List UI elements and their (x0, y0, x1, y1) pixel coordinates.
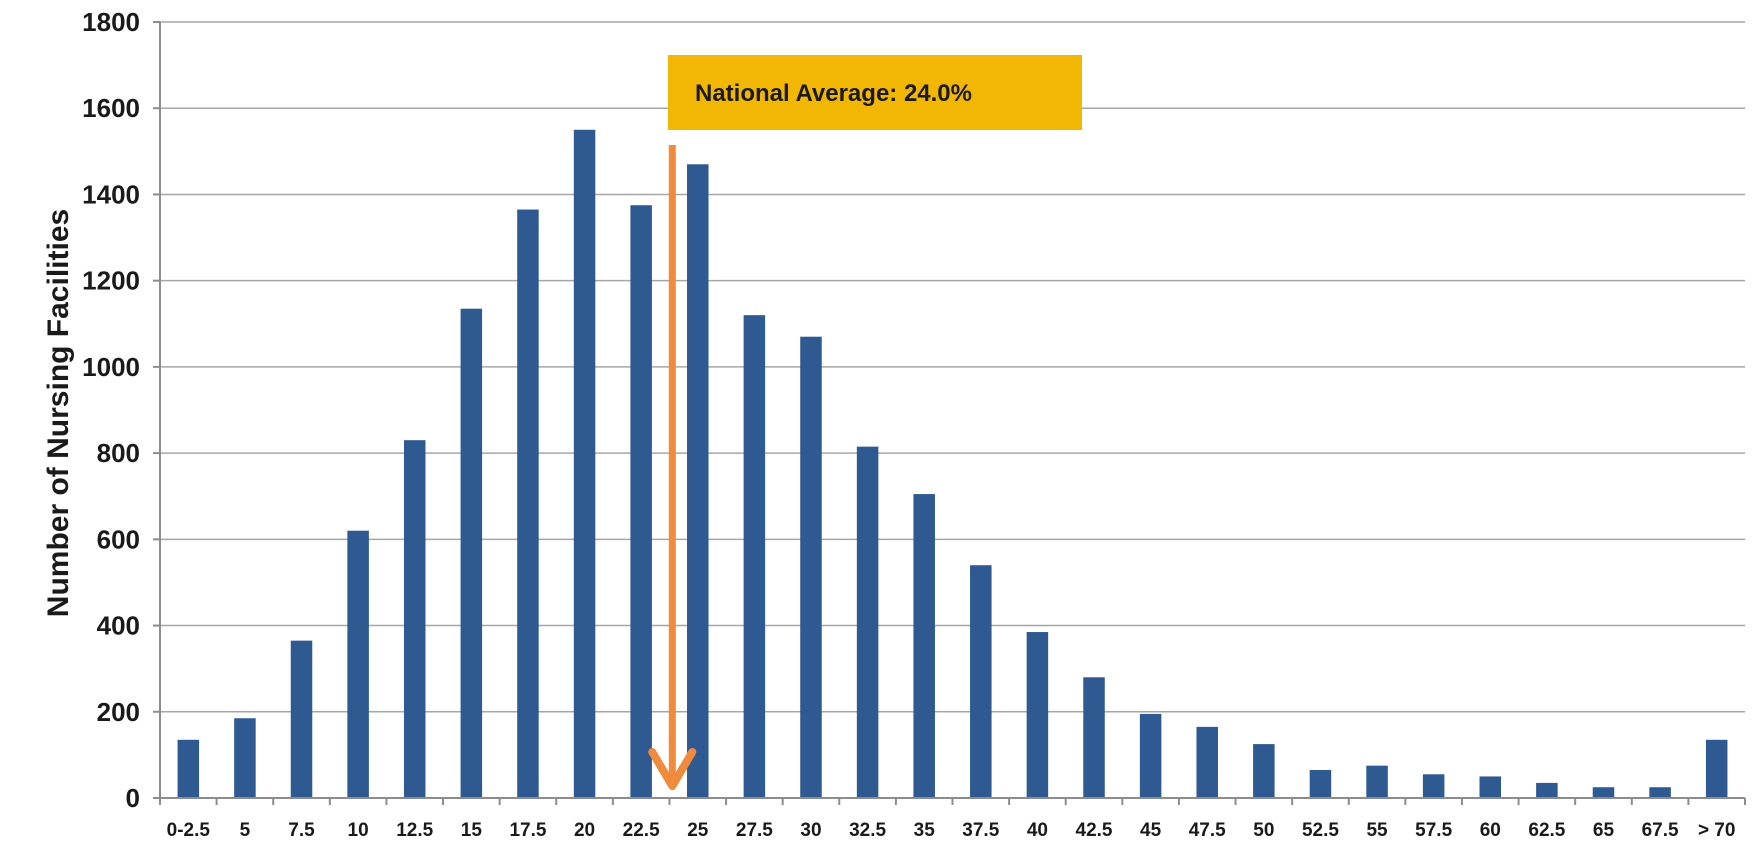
x-tick-label: 15 (461, 820, 483, 841)
national-average-annotation: National Average: 24.0% (648, 55, 1082, 790)
y-tick-label: 200 (97, 697, 140, 727)
y-tick-label: 1800 (82, 7, 140, 37)
bar (234, 718, 256, 798)
bar (1366, 765, 1388, 798)
annotation-arrow-head (648, 748, 697, 790)
bar (403, 440, 426, 798)
bar (177, 739, 200, 798)
bar (1139, 713, 1162, 798)
bar (1536, 782, 1558, 798)
x-tick-label: 37.5 (962, 820, 999, 841)
bar (460, 308, 483, 798)
x-tick-label: 17.5 (509, 820, 546, 841)
bar (347, 530, 369, 798)
axes (153, 21, 1746, 805)
x-tick-label: 67.5 (1642, 820, 1679, 841)
bar (1253, 744, 1275, 798)
bar (573, 129, 596, 798)
bar (800, 336, 822, 798)
bar (970, 565, 992, 798)
x-tick-labels: 0-2.5 5 7.5 10 12.5 15 17.5 20 22.5 25 27.5 30 32.5 3… (167, 820, 1736, 841)
x-tick-label: 62.5 (1528, 820, 1565, 841)
bar (1705, 739, 1728, 798)
x-tick-label: 52.5 (1302, 820, 1339, 841)
x-tick-label: 35 (914, 820, 936, 841)
bar (1649, 787, 1671, 798)
bar (856, 446, 879, 798)
x-tick-label: 45 (1140, 820, 1162, 841)
x-tick-label: 42.5 (1076, 820, 1113, 841)
x-tick-label: > 70 (1698, 820, 1736, 841)
x-tick-label: 32.5 (849, 820, 886, 841)
x-tick-label: 7.5 (288, 820, 315, 841)
bar (1309, 769, 1332, 798)
y-tick-label: 1200 (82, 266, 140, 296)
bar (1196, 726, 1218, 798)
annotation-label: National Average: 24.0% (695, 80, 972, 107)
x-tick-label: 27.5 (736, 820, 773, 841)
bar (743, 315, 766, 798)
bar (1592, 787, 1615, 798)
x-tick-label: 25 (687, 820, 709, 841)
x-tick-label: 22.5 (623, 820, 660, 841)
y-tick-label: 600 (97, 524, 140, 554)
bars (177, 129, 1728, 799)
y-tick-label: 800 (97, 438, 140, 468)
bar (630, 205, 652, 798)
bar (913, 494, 935, 798)
x-tick-label: 60 (1480, 820, 1501, 841)
bar (1083, 677, 1105, 798)
bar (1422, 774, 1445, 798)
x-tick-label: 50 (1253, 820, 1274, 841)
bar (517, 209, 539, 799)
x-tick-label: 20 (574, 820, 595, 841)
x-tick-label: 12.5 (396, 820, 433, 841)
x-tick-label: 0-2.5 (167, 820, 211, 841)
x-tick-label: 47.5 (1189, 820, 1226, 841)
bar (290, 640, 313, 798)
x-tick-label: 55 (1366, 820, 1388, 841)
y-tick-label: 1000 (82, 352, 140, 382)
annotation-box (668, 55, 1082, 130)
x-tick-label: 10 (348, 820, 369, 841)
y-tick-label: 1400 (82, 179, 140, 209)
x-tick-label: 30 (800, 820, 821, 841)
x-tick-label: 57.5 (1415, 820, 1452, 841)
bar (1026, 632, 1049, 798)
y-tick-labels: 0 200 400 600 800 1000 1200 1400 1600 1800 (82, 7, 140, 813)
x-tick-label: 65 (1593, 820, 1615, 841)
y-tick-label: 400 (97, 611, 140, 641)
y-tick-label: 0 (126, 783, 140, 813)
bar (687, 164, 709, 798)
x-tick-label: 5 (240, 820, 251, 841)
y-axis-label: Number of Nursing Facilities (42, 209, 75, 617)
x-tick-label: 40 (1027, 820, 1048, 841)
y-tick-label: 1600 (82, 93, 140, 123)
bar (1479, 776, 1502, 798)
